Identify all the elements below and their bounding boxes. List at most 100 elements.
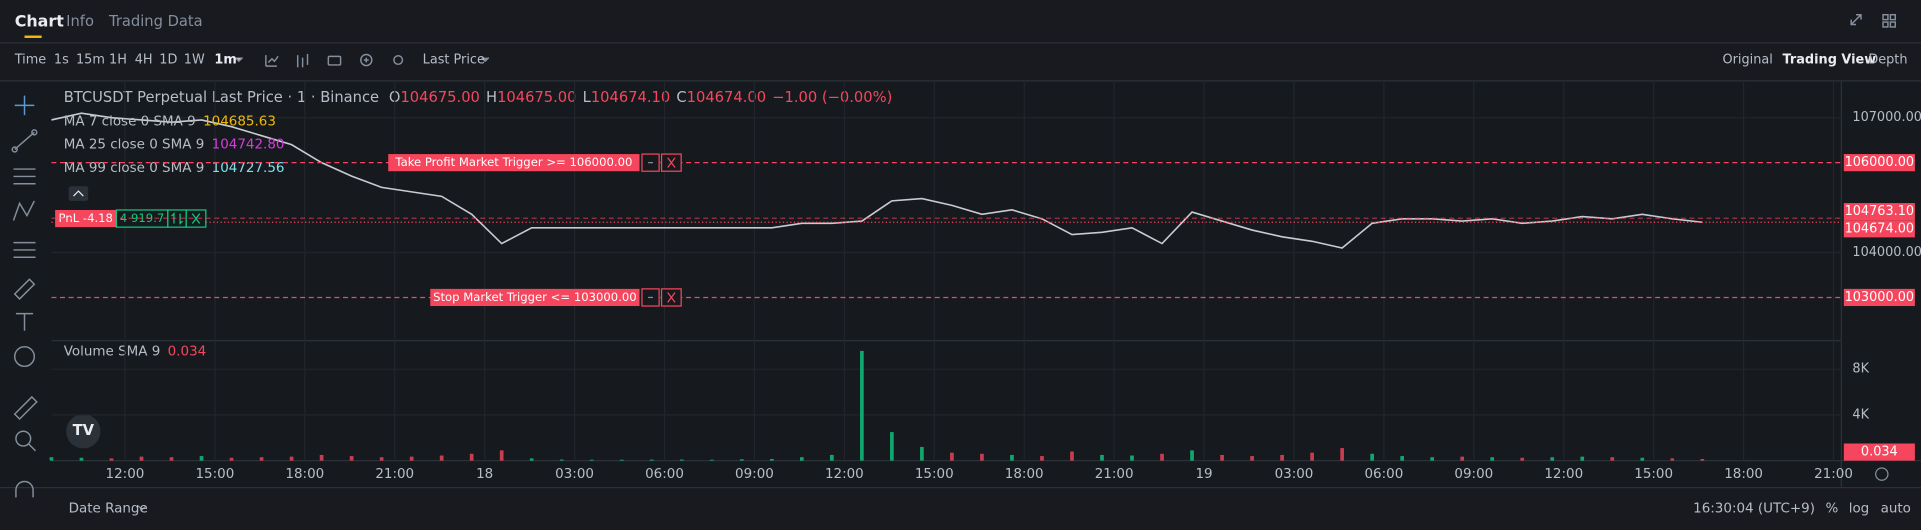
volume-bar (1520, 457, 1525, 461)
scale-option[interactable]: log (1849, 500, 1870, 516)
order-box[interactable] (388, 154, 640, 172)
volume-bar (679, 459, 684, 461)
volume-bar (1610, 457, 1615, 461)
volume-title: Volume SMA 9 (64, 344, 161, 360)
interval[interactable]: 1D (159, 53, 177, 68)
time-label: 21:00 (1095, 466, 1134, 482)
volume-bar (469, 453, 474, 461)
time-label: 12:00 (1544, 466, 1583, 482)
volume-bar (169, 457, 174, 461)
volume-bar (589, 459, 594, 461)
volume-bar (1370, 453, 1374, 461)
order-text: Take Profit Market Trigger >= 106000.00 (394, 155, 632, 169)
ohlc-label: L (583, 89, 592, 106)
volume-bar (439, 455, 444, 461)
price-type[interactable]: Last Price (423, 53, 485, 68)
time-label: 18:00 (1724, 466, 1763, 482)
window-icons[interactable] (1850, 13, 1897, 28)
axis-settings-icon[interactable] (1875, 467, 1889, 481)
volume-bar (1340, 448, 1344, 461)
volume-bar (1490, 457, 1495, 461)
volume-bar (950, 452, 954, 461)
ma-name: MA 7 close 0 SMA 9 (64, 113, 196, 129)
ma-name: MA 25 close 0 SMA 9 (64, 137, 205, 153)
volume-bar (1280, 454, 1284, 461)
volume-bar (289, 456, 294, 461)
volume-bar (1700, 458, 1705, 461)
time-label: 03:00 (555, 466, 594, 482)
position-price-label: 104674.00 (1845, 221, 1915, 236)
symbol: BTCUSDT Perpetual Last Price · 1 · Binan… (64, 89, 379, 106)
tab[interactable]: Chart (15, 12, 65, 31)
volume-value: 0.034 (168, 344, 207, 360)
time-label: 21:00 (1814, 466, 1853, 482)
time-label: 09:00 (1454, 466, 1493, 482)
volume-bar (409, 456, 414, 461)
time-label: 19 (1195, 466, 1212, 482)
order-price-label-bg (1843, 288, 1915, 307)
volume-bar (79, 457, 84, 461)
ma-price-label: 104763.10 (1845, 204, 1915, 219)
ohlc-value: 104675.00 (497, 89, 576, 106)
volume-bar (1070, 451, 1074, 461)
time-label: 15:00 (1634, 466, 1673, 482)
collapse-button[interactable] (68, 186, 89, 201)
volume-bar (1190, 450, 1194, 461)
interval[interactable]: 1W (184, 53, 205, 68)
price-tick-label: 107000.00 (1852, 110, 1921, 125)
volume-tick-label: 4K (1852, 407, 1869, 422)
time-label: 12:00 (106, 466, 145, 482)
volume-bar (1550, 457, 1555, 461)
tab[interactable]: Trading Data (108, 13, 203, 30)
volume-last-bg (1843, 443, 1915, 461)
view-option[interactable]: Trading View (1783, 53, 1877, 68)
chart-panel (0, 80, 1921, 488)
interval[interactable]: 4H (135, 53, 153, 68)
drawing-tools[interactable] (11, 95, 38, 498)
ma-value: 104685.63 (203, 113, 276, 129)
volume-bar (920, 446, 924, 461)
volume-bar (830, 454, 834, 461)
volume-bar (739, 459, 744, 461)
change: −1.00 (−0.00%) (772, 89, 892, 106)
volume-bar (619, 459, 624, 461)
time-label: 18:00 (1005, 466, 1044, 482)
interval[interactable]: Time (14, 53, 47, 68)
close-icon (191, 213, 201, 224)
order-cancel-icon (667, 292, 676, 303)
ma-price-label-bg (1843, 203, 1915, 221)
volume-bar (1130, 455, 1134, 461)
collapse-icon (73, 190, 84, 197)
volume-bar (349, 456, 354, 461)
date-range[interactable]: Date Range (69, 500, 148, 516)
volume-bar (1580, 456, 1585, 461)
symbol-legend: BTCUSDT Perpetual Last Price · 1 · Binan… (64, 89, 893, 106)
tab[interactable]: Info (66, 13, 94, 30)
clock: 16:30:04 (UTC+9) (1693, 500, 1815, 516)
tv-logo-mark: TV (73, 422, 95, 439)
view-option[interactable]: Depth (1868, 53, 1907, 68)
order-box[interactable] (430, 288, 640, 307)
position-price-label-bg (1843, 220, 1915, 238)
volume-bar (1640, 457, 1645, 461)
volume-bar (769, 458, 774, 461)
ohlc-value: 104674.00 (687, 89, 766, 106)
ma-name: MA 99 close 0 SMA 9 (64, 160, 205, 176)
volume-bar (1400, 456, 1404, 461)
interval[interactable]: 1H (109, 53, 127, 68)
ma-value: 104742.80 (212, 137, 285, 153)
toolbar-icons[interactable] (234, 53, 490, 68)
volume-bar (1310, 452, 1314, 461)
scale-option[interactable]: % (1825, 500, 1838, 516)
time-label: 15:00 (915, 466, 954, 482)
view-option[interactable]: Original (1723, 53, 1773, 68)
interval[interactable]: 15m (76, 53, 105, 68)
active-interval[interactable]: 1m (214, 53, 236, 68)
scale-option[interactable]: auto (1881, 500, 1911, 516)
volume-bar (709, 459, 714, 461)
time-label: 12:00 (825, 466, 864, 482)
volume-bar (49, 457, 54, 461)
ohlc-label: C (676, 89, 686, 106)
tv-logo (66, 414, 101, 449)
interval[interactable]: 1s (54, 53, 69, 68)
